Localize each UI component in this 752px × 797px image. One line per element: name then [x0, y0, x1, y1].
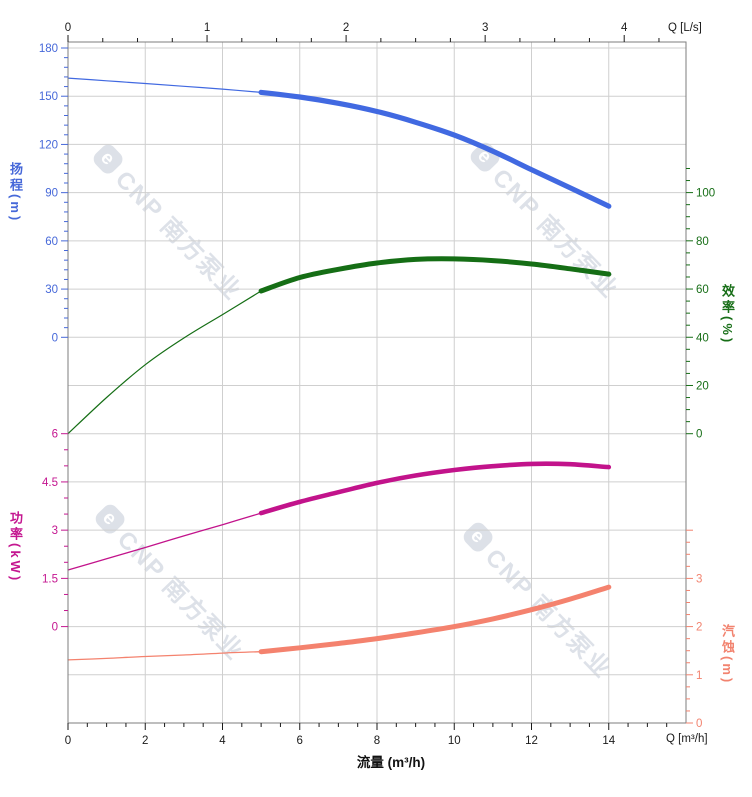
svg-text:90: 90 [45, 188, 58, 200]
svg-text:0: 0 [65, 735, 71, 747]
svg-text:80: 80 [696, 236, 709, 248]
head-curve-thin [67, 77, 262, 93]
npsh-axis-title: 汽蚀(m) [720, 624, 735, 686]
efficiency-curve [258, 256, 612, 294]
svg-text:3: 3 [696, 573, 702, 585]
svg-text:12: 12 [525, 735, 538, 747]
head-axis: 0 30 60 90 120 150 180 [39, 43, 68, 344]
power-curve-thin [67, 512, 262, 571]
npsh-curve [258, 584, 612, 655]
svg-text:0: 0 [696, 429, 702, 441]
svg-text:180: 180 [39, 43, 58, 55]
svg-text:20: 20 [696, 380, 709, 392]
head-axis-title: 扬程(m) [8, 162, 23, 224]
efficiency-curve-thin [67, 290, 262, 435]
svg-text:3: 3 [482, 22, 488, 34]
npsh-curve-thin [67, 651, 262, 661]
svg-text:0: 0 [52, 332, 58, 344]
svg-text:100: 100 [696, 188, 715, 200]
svg-text:1: 1 [696, 670, 702, 682]
svg-text:4: 4 [219, 735, 226, 747]
axis-layer: 0 1 2 3 40 2 4 6 8 10 12 14030609012015018002040608… [39, 22, 715, 747]
svg-text:4: 4 [621, 22, 628, 34]
svg-text:120: 120 [39, 139, 58, 151]
svg-text:0: 0 [65, 22, 71, 34]
svg-text:2: 2 [142, 735, 148, 747]
svg-text:3: 3 [52, 525, 58, 537]
svg-text:1.5: 1.5 [42, 573, 58, 585]
top-axis-unit-label: Q [L/s] [668, 22, 702, 34]
svg-text:14: 14 [602, 735, 615, 747]
efficiency-axis-title: 效率(%) [720, 284, 735, 346]
grid-layer [68, 42, 686, 724]
svg-text:6: 6 [52, 429, 58, 441]
power-axis-title: 功率(kW) [8, 511, 23, 584]
power-axis: 0 1.5 3 4.5 6 [42, 429, 68, 634]
power-curve [258, 461, 612, 516]
head-curve [258, 89, 612, 209]
efficiency-axis: 0 20 40 60 80 100 [686, 167, 715, 441]
svg-text:150: 150 [39, 91, 58, 103]
flow-axis-title: 流量 (m³/h) [356, 755, 426, 770]
svg-text:60: 60 [45, 236, 58, 248]
svg-text:60: 60 [696, 284, 709, 296]
npsh-axis: 0 1 2 3 [686, 529, 702, 730]
svg-text:1: 1 [204, 22, 210, 34]
svg-text:0: 0 [52, 622, 58, 634]
svg-text:6: 6 [297, 735, 303, 747]
bottom-axis-unit-label: Q [m³/h] [666, 733, 708, 745]
svg-text:2: 2 [696, 622, 702, 634]
svg-text:40: 40 [696, 332, 709, 344]
svg-text:4.5: 4.5 [42, 477, 58, 489]
series-layer [67, 77, 612, 661]
svg-text:0: 0 [696, 718, 702, 730]
svg-text:8: 8 [374, 735, 380, 747]
top-axis: 0 1 2 3 4 [65, 22, 660, 42]
svg-text:2: 2 [343, 22, 349, 34]
bottom-axis: 0 2 4 6 8 10 12 14 [65, 723, 668, 747]
svg-text:10: 10 [448, 735, 461, 747]
svg-text:30: 30 [45, 284, 58, 296]
